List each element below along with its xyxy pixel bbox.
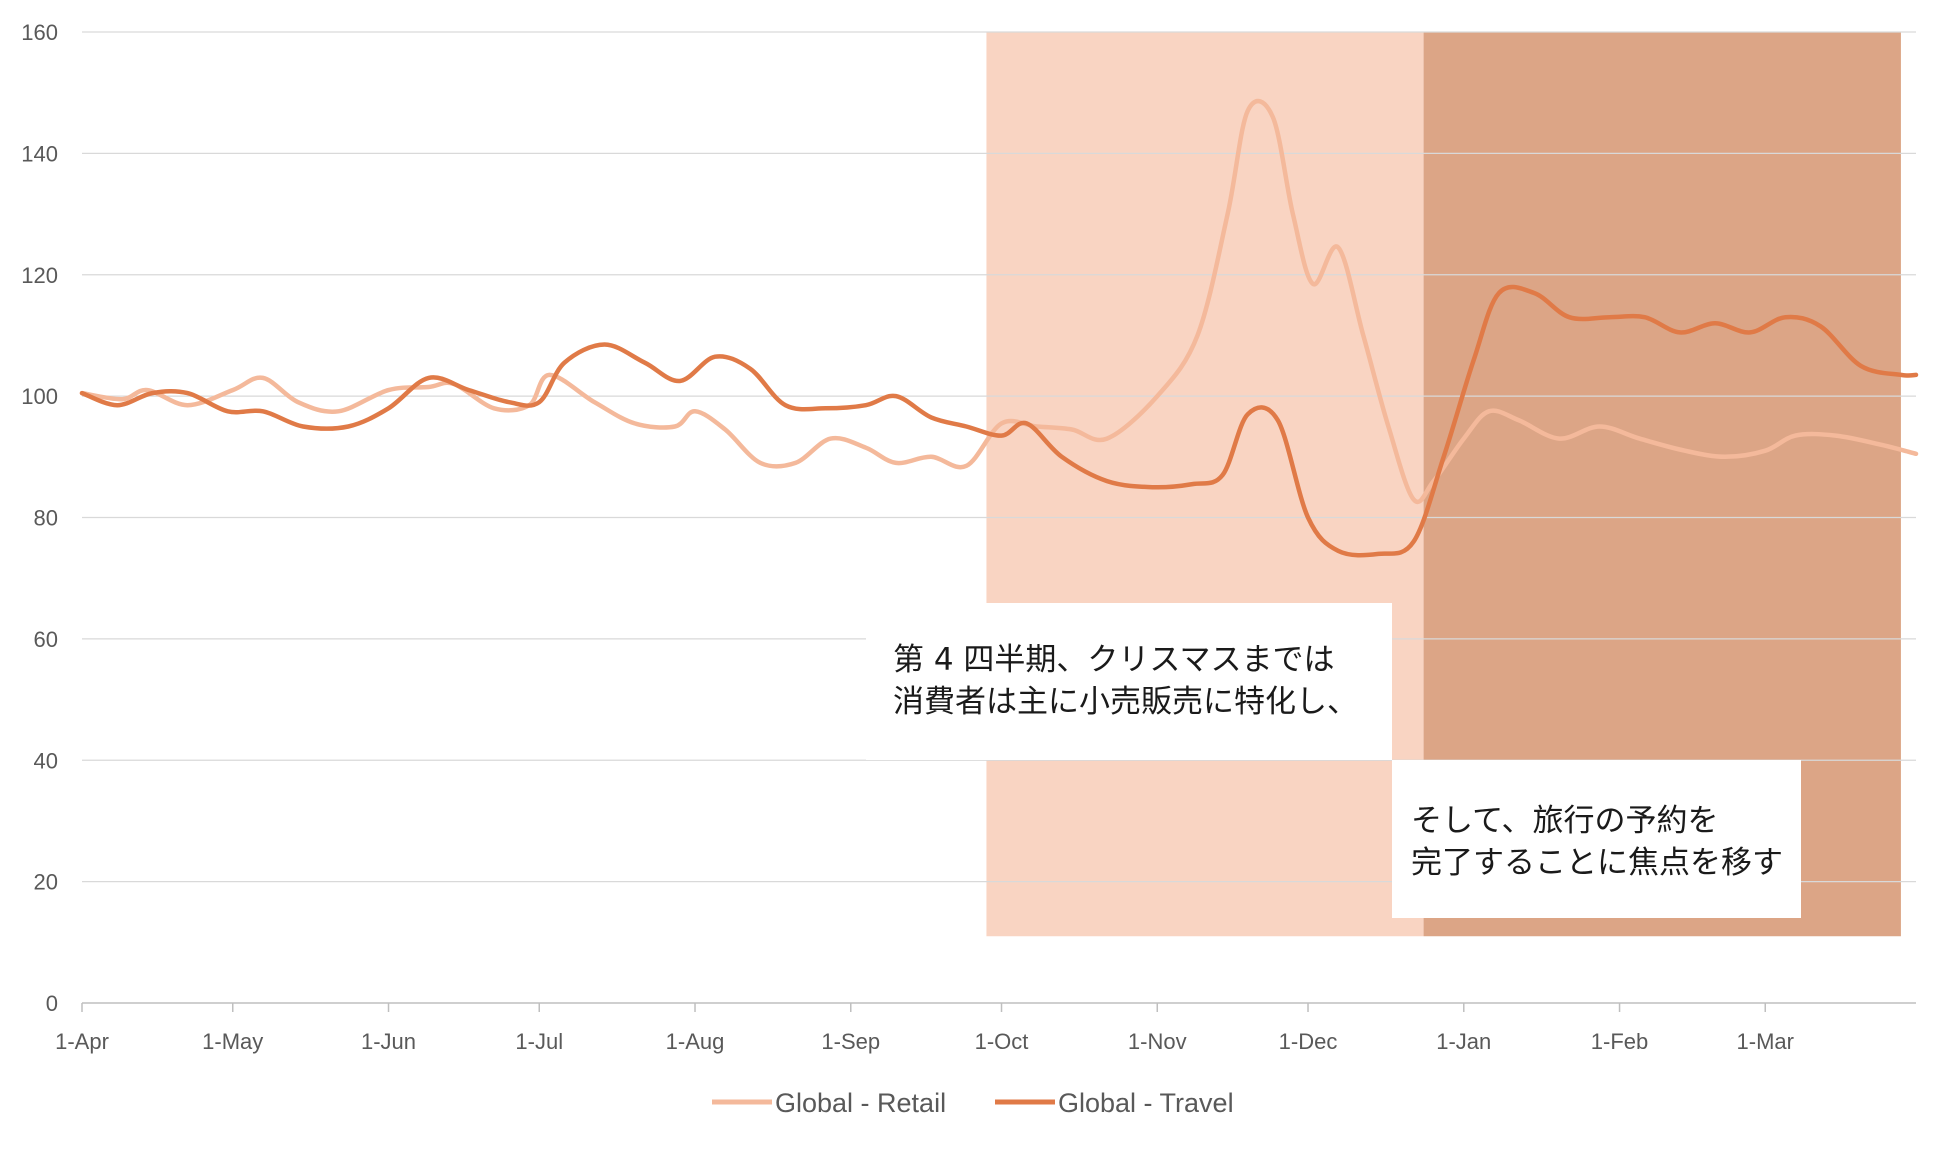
y-tick-label: 40 [34,748,58,773]
x-tick-label: 1-May [202,1029,263,1054]
x-tick-label: 1-Aug [666,1029,725,1054]
x-tick-label: 1-Nov [1128,1029,1187,1054]
bands-layer [986,32,1901,937]
y-tick-label: 140 [21,141,58,166]
x-tick-label: 1-Oct [975,1029,1029,1054]
x-tick-label: 1-Feb [1591,1029,1648,1054]
travel-annotation-line-1: そして、旅行の予約を [1411,803,1719,839]
y-tick-label: 60 [34,627,58,652]
axis-layer: 0 20 40 60 80 100 120 140 160 1-Apr 1-May 1-Jun 1-Ju… [21,20,1916,1054]
legend: Global - Retail Global - Travel [712,1088,1234,1118]
y-tick-label: 20 [34,870,58,895]
x-tick-label: 1-Apr [55,1029,109,1054]
x-tick-label: 1-Jul [515,1029,563,1054]
y-tick-label: 0 [46,991,58,1016]
y-tick-label: 100 [21,384,58,409]
x-tick-label: 1-Jan [1436,1029,1491,1054]
legend-label-travel: Global - Travel [1058,1088,1234,1118]
travel-annotation: そして、旅行の予約を 完了することに焦点を移す [1392,760,1801,918]
retail-series-line [79,98,1919,504]
series-layer [79,98,1919,558]
x-tick-label: 1-Jun [361,1029,416,1054]
y-tick-label: 80 [34,506,58,531]
x-tick-label: 1-Sep [821,1029,880,1054]
travel-series-line [79,284,1919,558]
y-tick-label: 120 [21,263,58,288]
y-tick-label: 160 [21,20,58,45]
q4-annotation: 第 4 四半期、クリスマスまでは 消費者は主に小売販売に特化し、 [866,603,1392,760]
legend-label-retail: Global - Retail [775,1088,946,1118]
q4-annotation-line-2: 消費者は主に小売販売に特化し、 [893,684,1358,720]
x-tick-label: 1-Dec [1279,1029,1338,1054]
travel-annotation-line-2: 完了することに焦点を移す [1411,845,1783,881]
q4-annotation-line-1: 第 4 四半期、クリスマスまでは [893,642,1335,678]
x-tick-label: 1-Mar [1737,1029,1794,1054]
